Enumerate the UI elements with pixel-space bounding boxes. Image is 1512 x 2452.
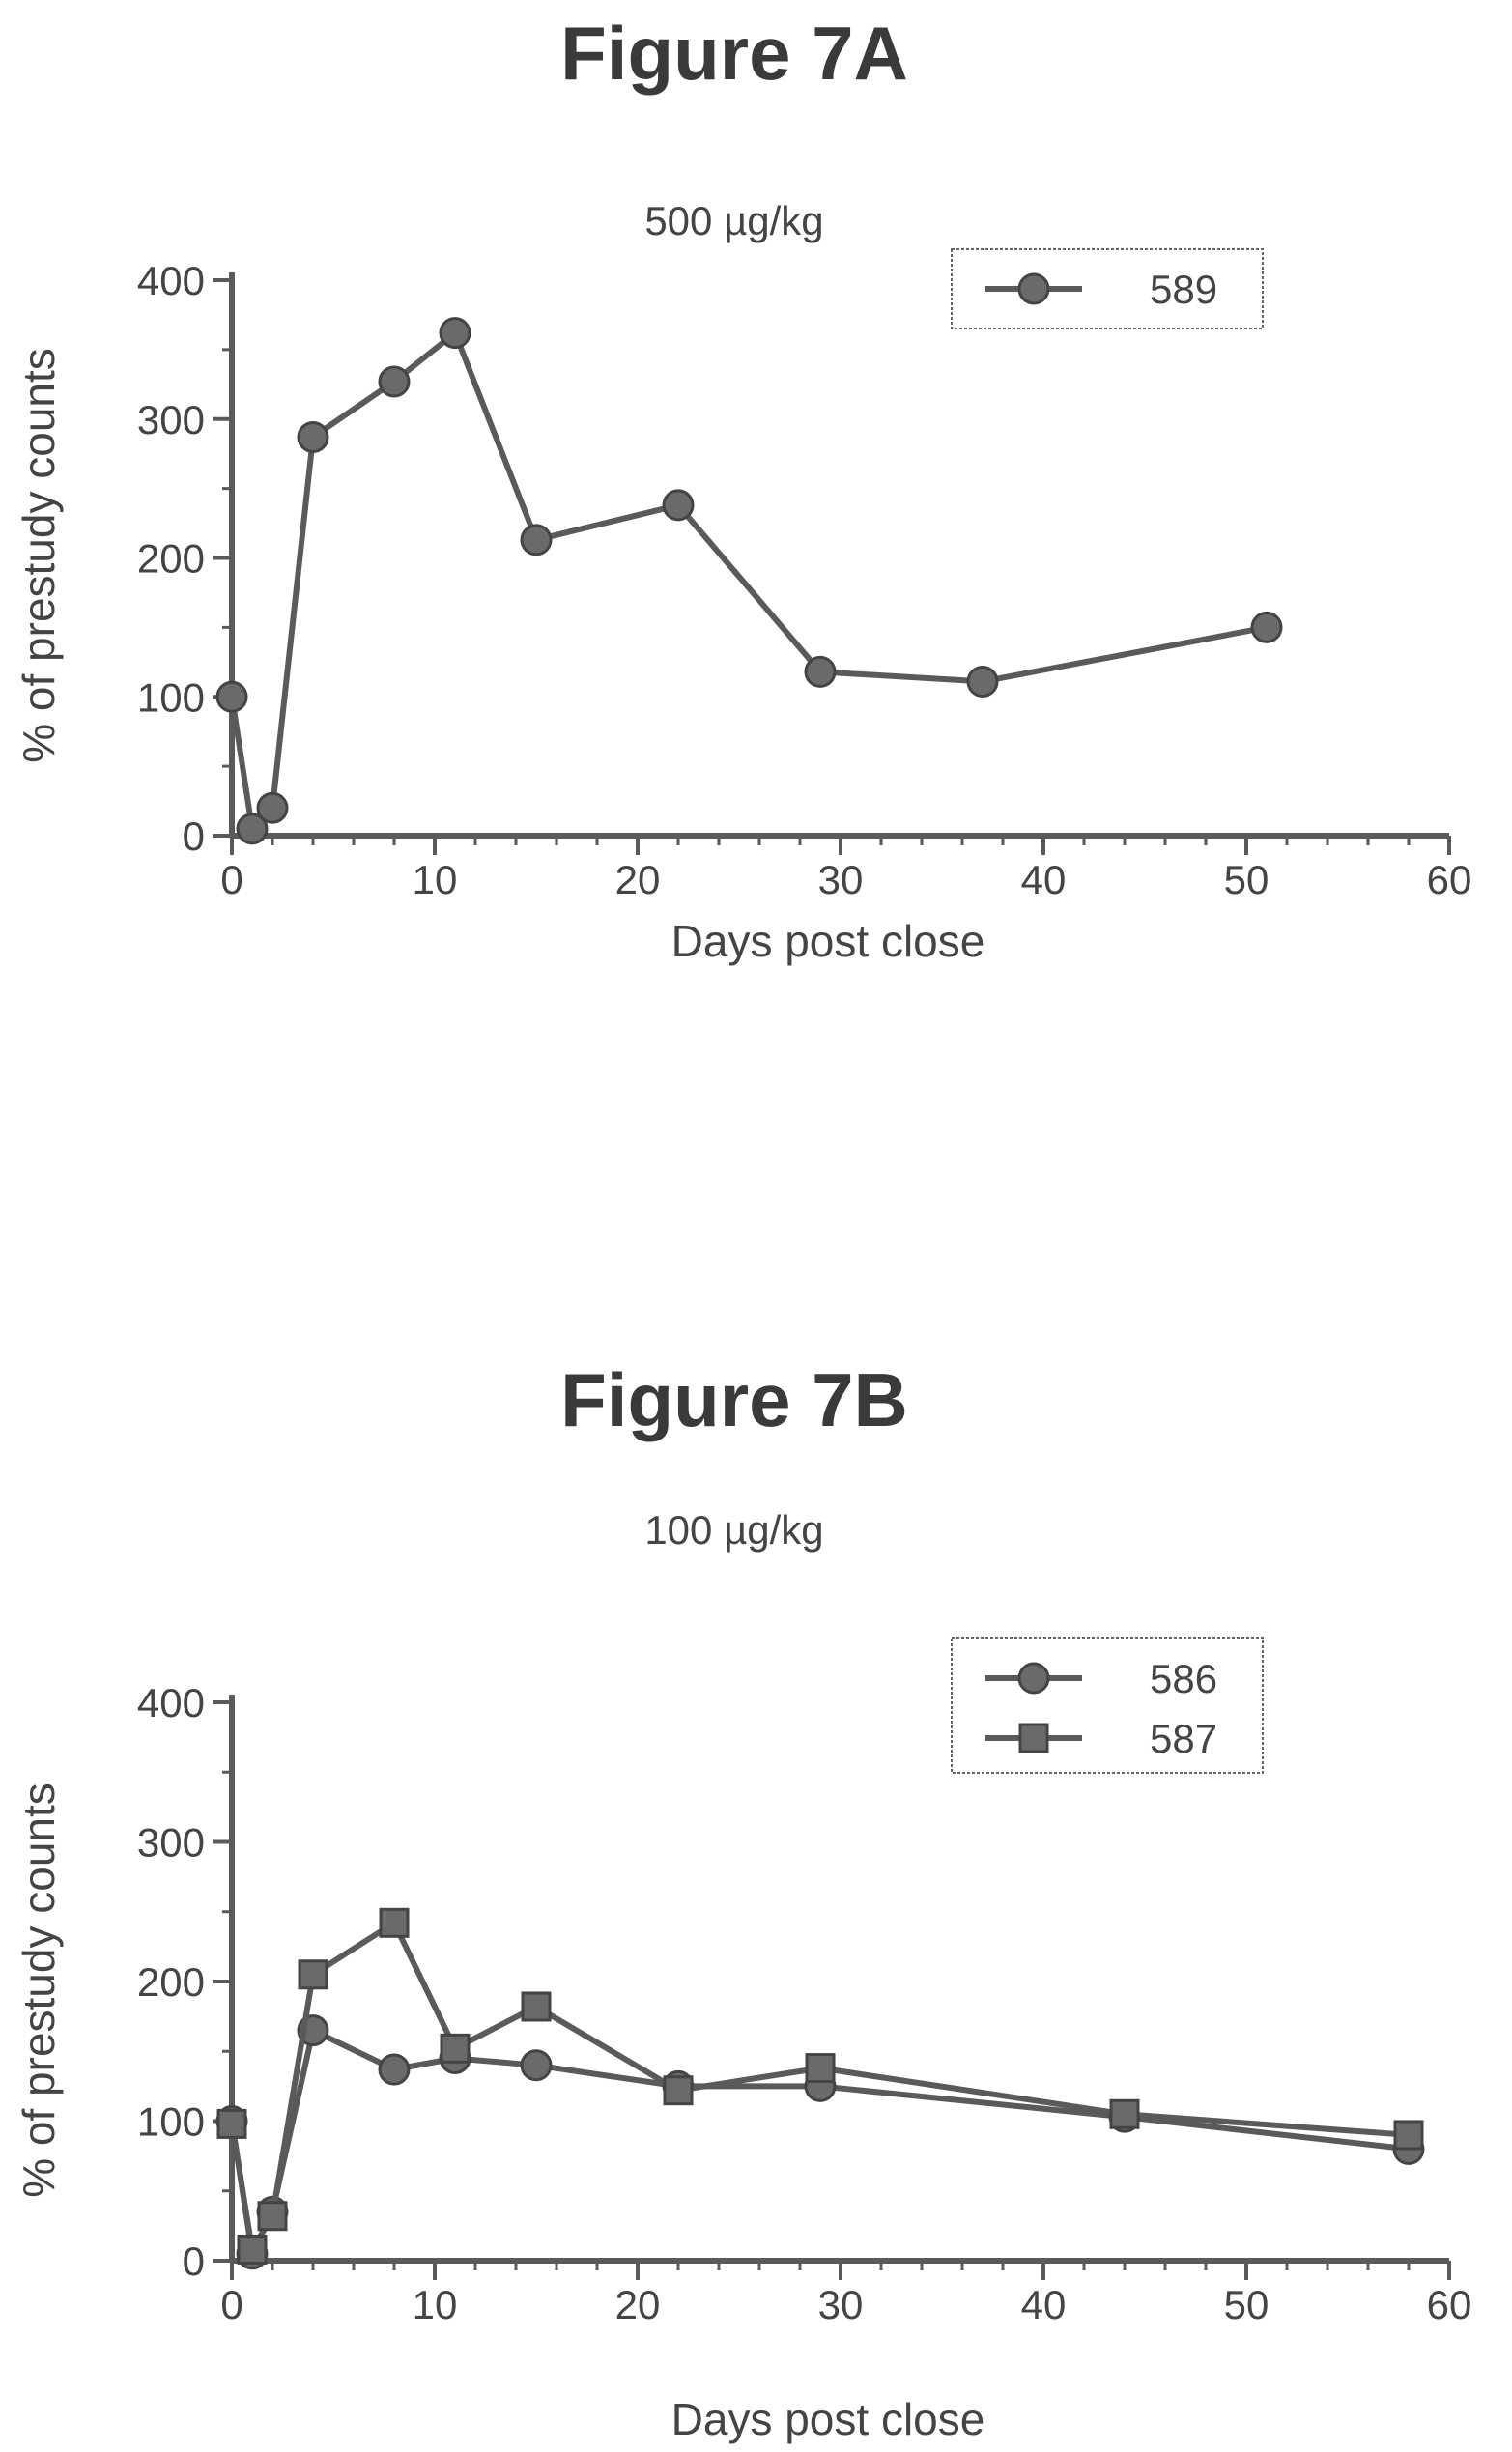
figure-7a-series-589-point — [662, 489, 695, 522]
figure-7b-x-tick-label: 40 — [1021, 2282, 1067, 2327]
figure-7a-y-axis-label: % of prestudy counts — [14, 348, 64, 763]
figure-7a-series-589-point — [256, 791, 289, 824]
figure-7a-x-tick-label: 20 — [615, 857, 661, 902]
figure-7b-legend-label-587: 587 — [1150, 1716, 1217, 1761]
figure-7b-series-586-point — [520, 2049, 553, 2082]
figure-7b-series-587-point — [237, 2234, 268, 2265]
figure-7a-y-tick-label: 200 — [137, 536, 205, 582]
figure-7a-series-589-line — [229, 329, 1268, 832]
figure-7a-panel: Figure 7A 500 µg/kg Days post close % of… — [14, 11, 1471, 966]
figure-7b-series-587-point — [805, 2053, 836, 2084]
figure-7b-y-tick-label: 100 — [137, 2099, 205, 2145]
figure-7a-legend-marker-589 — [1017, 272, 1050, 305]
figure-7b-series-586-point — [378, 2053, 411, 2086]
figure-7a-series-589-point — [439, 317, 471, 350]
figure-7a-y-tick-label: 0 — [183, 813, 205, 859]
figure-7b-x-tick-label: 30 — [818, 2282, 864, 2327]
figure-7a-series-589-point — [1250, 611, 1283, 643]
figure-7a-y-tick-label: 300 — [137, 397, 205, 442]
figure-7a-x-tick-label: 0 — [220, 857, 242, 902]
figure-7b-series-587-point — [663, 2075, 694, 2106]
figure-7b-y-tick-label: 300 — [137, 1820, 205, 1866]
figure-7b-series-587-point — [379, 1907, 410, 1938]
figure-7a-legend: 589 — [951, 248, 1264, 329]
figure-7a-series-589-point — [966, 665, 999, 698]
figure-7a-x-tick-label: 40 — [1021, 857, 1067, 902]
figure-7a-x-tick-label: 60 — [1427, 857, 1472, 902]
figure-7b-subtitle: 100 µg/kg — [644, 1507, 823, 1553]
figure-7b-x-tick-label: 0 — [220, 2282, 242, 2327]
figure-7b-y-axis-label: % of prestudy counts — [14, 1782, 64, 2198]
figure-7b-legend-label-586: 586 — [1150, 1656, 1217, 1701]
figure-7b-y-tick-label: 0 — [183, 2238, 205, 2284]
figure-7b-legend-marker-587 — [1018, 1723, 1049, 1753]
figure-7b-series-587-point — [1393, 2120, 1424, 2151]
figure-7b-series-587-point — [298, 1959, 328, 1990]
figure-7b-legend-box — [951, 1637, 1264, 1774]
figure-7b-y-tick-label: 200 — [137, 1959, 205, 2005]
figure-7b-x-tick-label: 10 — [413, 2282, 458, 2327]
figure-7b-x-tick-label: 60 — [1427, 2282, 1472, 2327]
figure-7a-x-tick-label: 10 — [413, 857, 458, 902]
figure-7b-plot-area: 0 100 200 300 400 0 10 20 30 40 50 60 — [137, 1680, 1471, 2327]
figure-7b-x-axis-label: Days post close — [671, 2394, 985, 2444]
figure-7b-x-tick-label: 50 — [1224, 2282, 1270, 2327]
figure-7a-series-589-point — [378, 365, 411, 398]
figure-7a-title: Figure 7A — [560, 11, 908, 96]
figure-7a-legend-box — [951, 248, 1264, 329]
figure-7b-series-587-point — [216, 2108, 247, 2139]
figure-7a-series-589-point — [297, 420, 329, 453]
figure-7a-x-tick-label: 30 — [818, 857, 864, 902]
figure-7a-x-axis-label: Days post close — [671, 916, 985, 966]
figure-7a-x-tick-label: 50 — [1224, 857, 1270, 902]
figure-7b-series-587-point — [440, 2033, 471, 2064]
figure-7a-legend-label-589: 589 — [1150, 267, 1217, 312]
figure-7b-series-587-point — [521, 1991, 552, 2022]
figure-7a-series-589-point — [236, 813, 269, 845]
figure-7a-y-tick-label: 100 — [137, 674, 205, 720]
figure-7b-y-tick-label: 400 — [137, 1680, 205, 1725]
figure-7b-x-tick-label: 20 — [615, 2282, 661, 2327]
figure-7a-series-589-point — [520, 524, 553, 556]
figure-7b-legend-marker-586 — [1017, 1662, 1050, 1695]
figure-7a-series-589-point — [215, 680, 248, 713]
figure-7a-plot-area: 0 100 200 300 400 0 10 20 30 40 50 60 — [137, 258, 1471, 902]
figure-7b-series-587-point — [1109, 2098, 1140, 2129]
figure-7a-y-tick-label: 400 — [137, 258, 205, 303]
figure-7a-series-589-point — [804, 655, 837, 688]
figure-7b-panel: Figure 7B 100 µg/kg Days post close % of… — [14, 1357, 1471, 2444]
figure-7b-title: Figure 7B — [560, 1357, 908, 1442]
figure-7a-subtitle: 500 µg/kg — [644, 198, 823, 243]
figure-7b-series-587-point — [257, 2201, 288, 2232]
